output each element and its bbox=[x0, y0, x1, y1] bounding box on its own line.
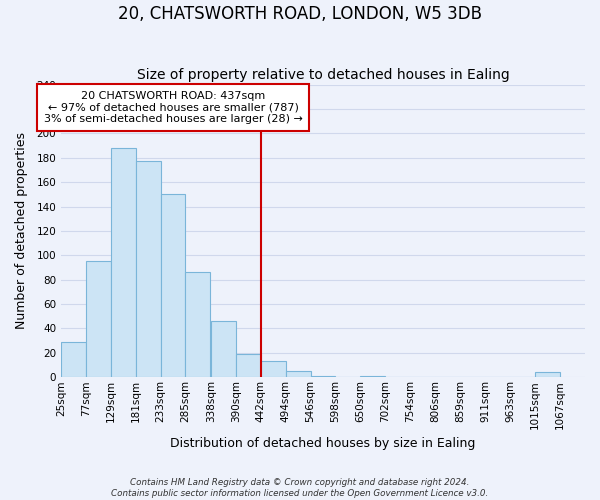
Bar bbox=[111, 148, 136, 378]
Bar bbox=[61, 342, 86, 378]
Bar bbox=[211, 321, 236, 378]
Bar bbox=[236, 354, 260, 378]
Bar bbox=[311, 376, 335, 378]
Bar bbox=[86, 262, 111, 378]
Text: 20, CHATSWORTH ROAD, LONDON, W5 3DB: 20, CHATSWORTH ROAD, LONDON, W5 3DB bbox=[118, 5, 482, 23]
Bar bbox=[185, 272, 211, 378]
Bar bbox=[361, 376, 385, 378]
Bar bbox=[161, 194, 185, 378]
Bar bbox=[535, 372, 560, 378]
Bar bbox=[260, 362, 286, 378]
Text: 20 CHATSWORTH ROAD: 437sqm
← 97% of detached houses are smaller (787)
3% of semi: 20 CHATSWORTH ROAD: 437sqm ← 97% of deta… bbox=[44, 90, 303, 124]
Bar bbox=[286, 371, 311, 378]
Y-axis label: Number of detached properties: Number of detached properties bbox=[15, 132, 28, 330]
Text: Contains HM Land Registry data © Crown copyright and database right 2024.
Contai: Contains HM Land Registry data © Crown c… bbox=[112, 478, 488, 498]
Title: Size of property relative to detached houses in Ealing: Size of property relative to detached ho… bbox=[137, 68, 509, 82]
X-axis label: Distribution of detached houses by size in Ealing: Distribution of detached houses by size … bbox=[170, 437, 476, 450]
Bar bbox=[136, 162, 161, 378]
